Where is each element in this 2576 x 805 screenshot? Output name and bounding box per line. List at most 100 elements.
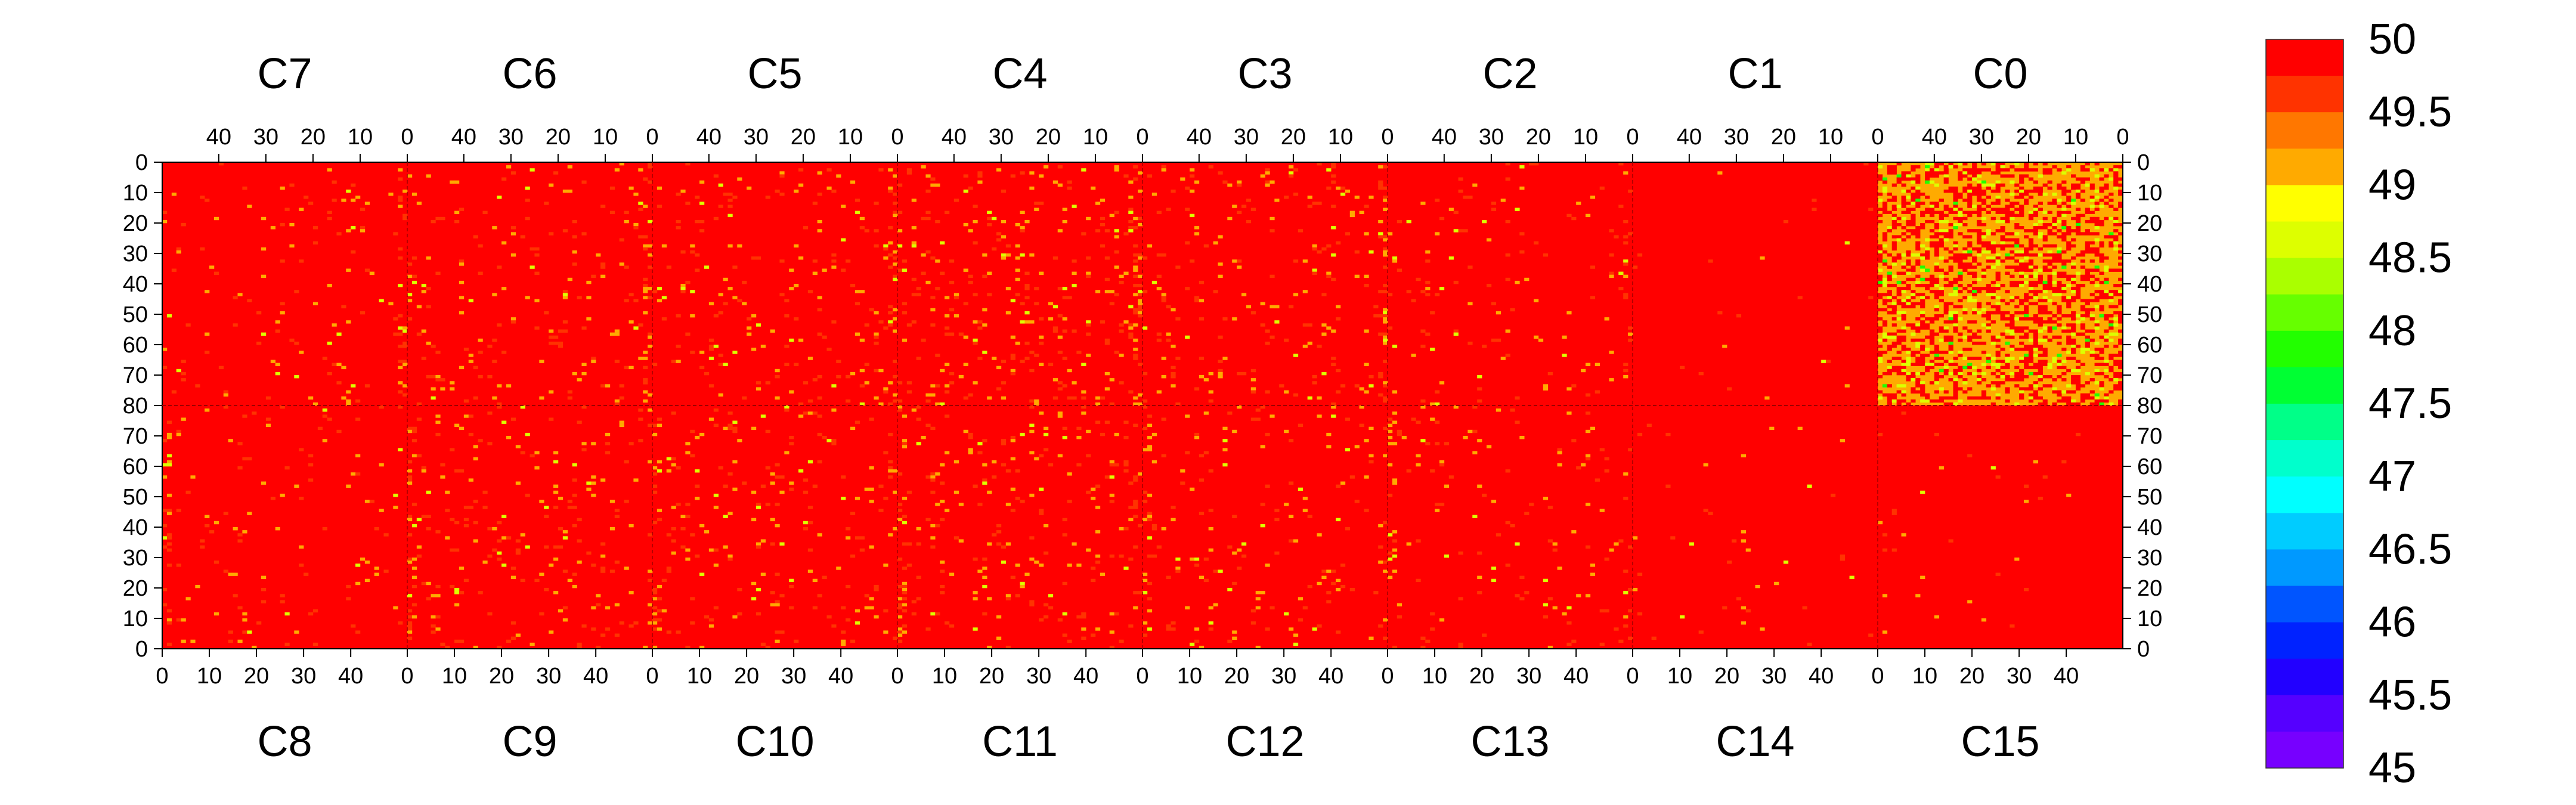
pixel-cell: [1133, 226, 1138, 230]
pixel-cell: [2094, 238, 2100, 242]
pixel-cell: [1797, 296, 1803, 299]
pixel-cell: [2024, 305, 2029, 309]
pixel-cell: [817, 432, 822, 436]
pixel-cell: [280, 186, 285, 190]
pixel-cell: [643, 235, 648, 239]
pixel-cell: [1981, 162, 1987, 166]
pixel-cell: [1891, 223, 1897, 227]
pixel-cell: [1331, 363, 1336, 366]
pixel-cell: [1076, 436, 1082, 439]
pixel-cell: [2038, 226, 2043, 230]
pixel-cell: [435, 627, 441, 631]
pixel-cell: [902, 566, 908, 570]
pixel-cell: [1722, 345, 1727, 348]
pixel-cell: [699, 524, 705, 528]
pixel-cell: [732, 429, 738, 434]
pixel-cell: [2005, 199, 2010, 202]
pixel-cell: [666, 265, 671, 269]
pixel-cell: [2075, 290, 2081, 293]
pixel-cell: [1010, 371, 1015, 376]
pixel-cell: [1138, 171, 1143, 175]
pixel-cell: [1878, 432, 1883, 436]
pixel-cell: [171, 390, 177, 394]
pixel-cell: [1967, 290, 1973, 293]
pixel-cell: [1147, 448, 1153, 451]
pixel-cell: [1265, 183, 1270, 187]
pixel-cell: [1349, 210, 1355, 214]
pixel-cell: [2047, 223, 2052, 227]
pixel-cell: [2071, 375, 2076, 379]
pixel-cell: [1477, 551, 1482, 555]
pixel-cell: [1052, 326, 1058, 330]
pixel-cell: [1331, 405, 1336, 409]
pixel-cell: [591, 360, 596, 363]
pixel-cell: [1887, 229, 1893, 233]
pixel-cell: [1044, 603, 1049, 606]
pixel-cell: [2109, 332, 2114, 336]
pixel-cell: [930, 490, 936, 494]
pixel-cell: [2061, 271, 2067, 275]
pixel-cell: [893, 213, 898, 218]
pixel-cell: [2066, 351, 2072, 354]
pixel-cell: [1920, 311, 1925, 315]
pixel-cell: [2085, 299, 2090, 302]
pixel-cell: [1976, 219, 1982, 224]
pixel-cell: [846, 536, 851, 540]
pixel-cell: [1378, 314, 1383, 318]
top-x-tick-label: 40: [1187, 125, 1212, 150]
pixel-cell: [2024, 311, 2029, 315]
pixel-cell: [166, 512, 172, 515]
pixel-cell: [2061, 210, 2067, 214]
pixel-cell: [1185, 186, 1190, 190]
bottom-x-tick-label: 10: [687, 664, 712, 689]
pixel-cell: [2080, 165, 2086, 169]
pixel-cell: [1463, 196, 1468, 199]
pixel-cell: [2104, 216, 2109, 221]
pixel-cell: [897, 509, 903, 512]
pixel-cell: [1091, 578, 1096, 583]
pixel-cell: [666, 630, 671, 634]
pixel-cell: [2028, 244, 2034, 248]
pixel-cell: [2000, 208, 2005, 211]
pixel-cell: [2024, 174, 2029, 178]
pixel-cell: [1920, 384, 1925, 388]
pixel-cell: [727, 205, 733, 208]
pixel-cell: [925, 399, 931, 403]
pixel-cell: [1929, 381, 1935, 385]
pixel-cell: [1185, 287, 1190, 290]
pixel-cell: [1039, 202, 1044, 205]
pixel-cell: [2042, 280, 2048, 284]
pixel-cell: [2019, 393, 2024, 397]
bottom-x-tick-label: 20: [979, 664, 1004, 689]
pixel-cell: [2075, 369, 2081, 373]
pixel-cell: [600, 265, 606, 269]
pixel-cell: [1138, 305, 1143, 309]
pixel-cell: [492, 226, 497, 230]
pixel-cell: [1953, 247, 1958, 251]
pixel-cell: [1925, 326, 1930, 330]
pixel-cell: [2085, 302, 2090, 305]
pixel-cell: [1368, 460, 1374, 464]
pixel-cell: [1981, 241, 1987, 244]
pixel-cell: [1260, 323, 1265, 327]
pixel-cell: [888, 241, 893, 244]
pixel-cell: [1736, 597, 1742, 600]
pixel-cell: [798, 168, 804, 172]
pixel-cell: [1430, 417, 1435, 421]
pixel-cell: [2057, 168, 2062, 172]
pixel-cell: [2047, 180, 2052, 184]
pixel-cell: [902, 259, 908, 263]
pixel-cell: [1133, 515, 1138, 518]
colorbar-band: [2266, 294, 2343, 332]
pixel-cell: [1133, 591, 1138, 595]
pixel-cell: [1962, 296, 1968, 299]
pixel-cell: [1939, 293, 1944, 296]
pixel-cell: [1062, 533, 1067, 537]
pixel-cell: [1057, 351, 1063, 354]
pixel-cell: [2057, 205, 2062, 208]
pixel-cell: [1467, 302, 1473, 305]
pixel-cell: [2071, 357, 2076, 360]
pixel-cell: [869, 487, 874, 491]
pixel-cell: [1138, 216, 1143, 221]
pixel-cell: [2118, 299, 2123, 302]
